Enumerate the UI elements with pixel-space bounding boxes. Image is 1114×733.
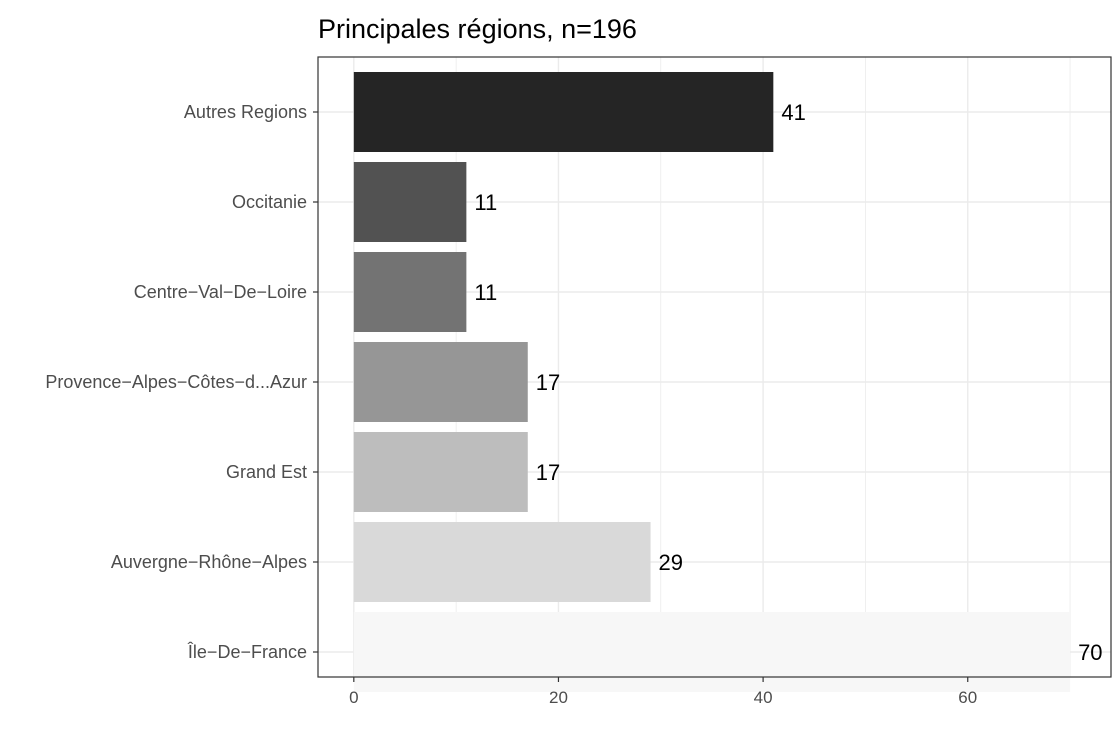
category-label: Centre−Val−De−Loire: [134, 282, 307, 302]
bar: [353, 162, 467, 242]
bar-value-label: 41: [781, 100, 805, 125]
bar-value-label: 70: [1078, 640, 1102, 665]
bar: [353, 252, 467, 332]
category-label: Occitanie: [232, 192, 307, 212]
bars: [353, 72, 1071, 692]
x-tick-label: 40: [754, 688, 773, 707]
axes: Autres Regions Occitanie Centre−Val−De−Loi…: [45, 102, 977, 707]
x-tick-label: 60: [958, 688, 977, 707]
bar-value-label: 17: [536, 460, 560, 485]
chart-title: Principales régions, n=196: [318, 14, 637, 44]
bar: [353, 432, 528, 512]
x-tick-label: 20: [549, 688, 568, 707]
bar: [353, 612, 1071, 692]
bar-value-label: 17: [536, 370, 560, 395]
category-label: Autres Regions: [184, 102, 307, 122]
x-tick-label: 0: [349, 688, 358, 707]
bar: [353, 342, 528, 422]
value-labels: 41 11 11 17 17 29 70: [474, 100, 1102, 665]
bar: [353, 522, 651, 602]
bar-value-label: 29: [659, 550, 683, 575]
category-label: Île−De−France: [187, 642, 307, 662]
category-label: Provence−Alpes−Côtes−d...Azur: [45, 372, 307, 392]
bar-value-label: 11: [474, 280, 497, 305]
category-label: Auvergne−Rhône−Alpes: [111, 552, 307, 572]
category-label: Grand Est: [226, 462, 307, 482]
bar-value-label: 11: [474, 190, 497, 215]
bar: [353, 72, 774, 152]
plot-panel-border: [317, 56, 1112, 678]
